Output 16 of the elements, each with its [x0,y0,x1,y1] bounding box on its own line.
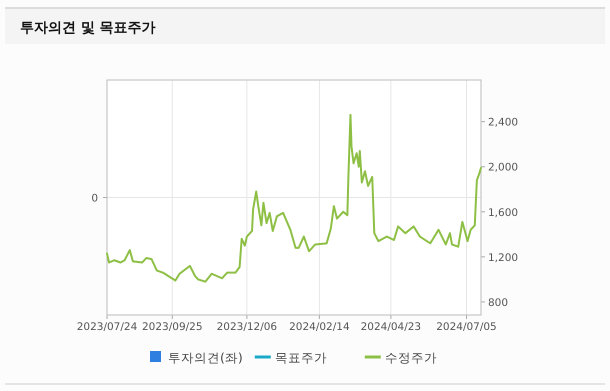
y2-tick-label: 2,000 [488,162,518,174]
y2-tick-label: 800 [488,296,508,309]
text: 0 [91,192,98,204]
chart-title: 투자의견 및 목표주가 [20,20,156,36]
y2-tick-label: 2,400 [488,116,518,129]
legend-label: 목표주가 [274,350,327,365]
x-tick-label: 2024/07/05 [436,321,497,333]
x-tick-label: 2024/02/14 [289,321,350,333]
x-tick-label: 2023/12/06 [216,321,278,333]
x-tick-label: 2023/07/24 [76,321,138,333]
x-tick-label: 2023/09/25 [142,321,203,333]
y2-tick-label: 1,600 [488,206,518,219]
legend-label: 투자의견(좌) [168,350,243,365]
y2-tick-label: 1,200 [488,252,518,264]
x-tick-label: 2024/04/23 [360,321,422,333]
legend-label: 수정주가 [384,350,437,365]
